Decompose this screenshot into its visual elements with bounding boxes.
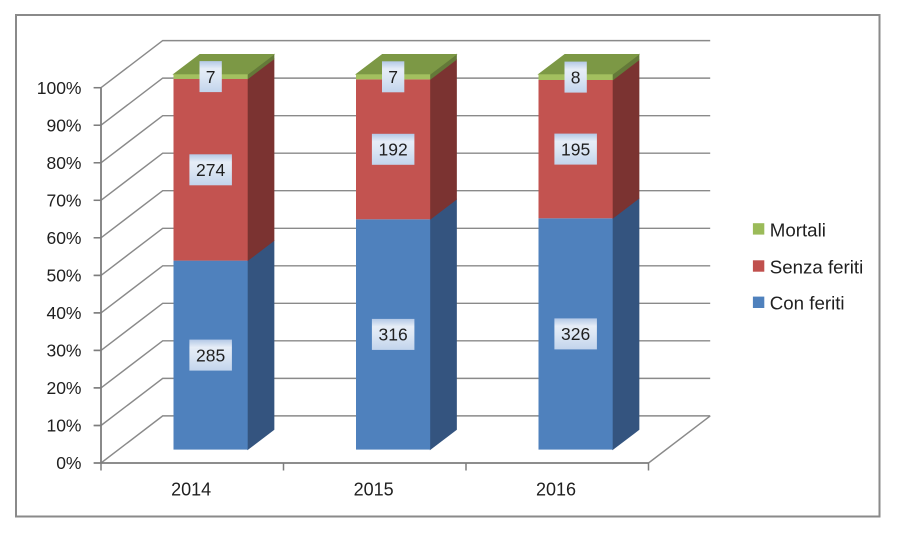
svg-text:326: 326: [561, 324, 590, 344]
svg-text:80%: 80%: [46, 153, 81, 173]
svg-text:192: 192: [378, 140, 407, 160]
svg-text:274: 274: [196, 160, 225, 180]
svg-text:316: 316: [378, 325, 407, 345]
svg-text:70%: 70%: [46, 191, 81, 211]
svg-text:90%: 90%: [46, 115, 81, 135]
svg-text:2016: 2016: [536, 479, 576, 499]
svg-text:Senza feriti: Senza feriti: [770, 256, 863, 277]
svg-text:Mortali: Mortali: [770, 219, 826, 240]
svg-text:2015: 2015: [354, 479, 394, 499]
svg-text:285: 285: [196, 345, 225, 365]
svg-text:50%: 50%: [46, 266, 81, 286]
svg-text:7: 7: [388, 67, 398, 87]
svg-text:40%: 40%: [46, 303, 81, 323]
svg-text:Con feriti: Con feriti: [770, 293, 845, 314]
svg-text:100%: 100%: [37, 78, 82, 98]
svg-text:2014: 2014: [171, 479, 211, 499]
svg-text:195: 195: [561, 139, 590, 159]
svg-text:8: 8: [571, 67, 581, 87]
svg-text:60%: 60%: [46, 228, 81, 248]
svg-text:7: 7: [206, 67, 216, 87]
svg-text:30%: 30%: [46, 341, 81, 361]
svg-text:10%: 10%: [46, 416, 81, 436]
svg-text:20%: 20%: [46, 378, 81, 398]
svg-text:0%: 0%: [56, 453, 81, 473]
